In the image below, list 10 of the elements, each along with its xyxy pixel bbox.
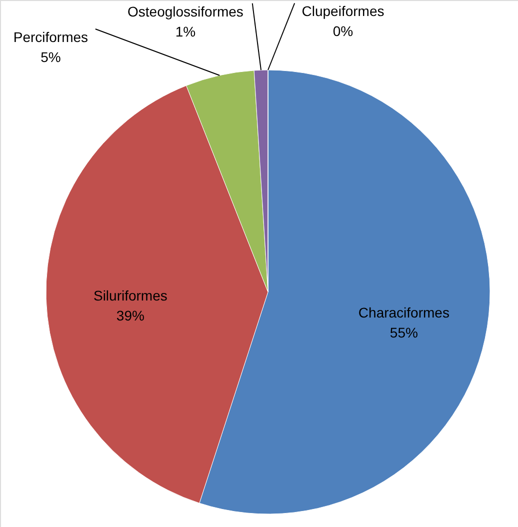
data-label: 55% (390, 324, 418, 341)
data-label: 39% (116, 307, 144, 324)
data-label: 1% (175, 23, 196, 40)
slice-label: Osteoglossiformes (128, 3, 244, 20)
category-label: Clupeiformes (302, 3, 384, 20)
text: 0% (332, 23, 354, 40)
data-label: 5% (40, 49, 61, 66)
slice-label: Siluriformes (93, 287, 168, 304)
slice-label: Perciformes (13, 29, 88, 46)
slice-label: Characiformes (358, 304, 450, 321)
